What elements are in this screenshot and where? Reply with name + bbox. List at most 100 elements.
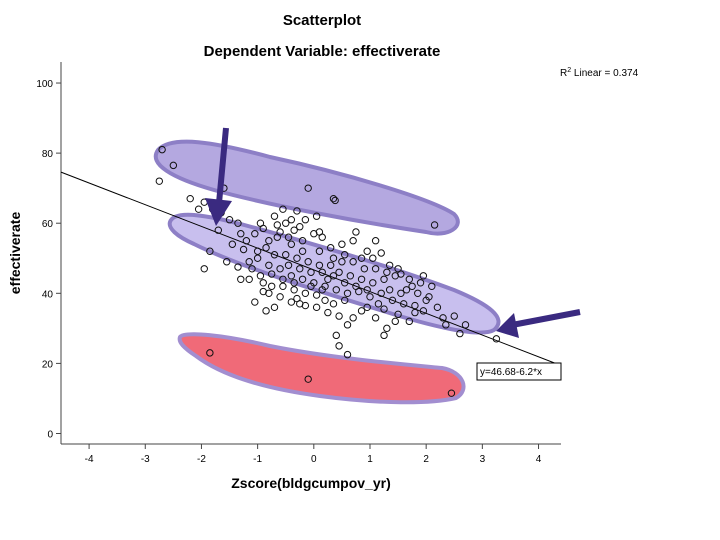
data-point (262, 307, 270, 315)
x-tick-label: -4 (85, 454, 94, 465)
x-axis-ticks: -4 -3 -2 -1 0 1 2 3 4 (85, 444, 542, 465)
data-point (301, 289, 310, 298)
data-point (296, 223, 304, 231)
data-point (416, 279, 425, 287)
data-point (425, 293, 433, 301)
annotation-highlights (153, 139, 501, 405)
x-tick-label: 3 (480, 454, 486, 465)
data-point (270, 212, 279, 220)
data-point (380, 275, 388, 283)
data-point (492, 335, 501, 343)
highlight-upper-cluster (153, 139, 460, 236)
data-point (273, 221, 281, 229)
data-point (402, 286, 411, 294)
x-tick-label: 1 (367, 454, 373, 465)
data-point (442, 321, 450, 329)
data-point (237, 230, 245, 238)
data-point (200, 265, 208, 273)
data-point (284, 261, 293, 269)
data-point (326, 244, 335, 252)
data-point (357, 254, 366, 262)
data-point (419, 307, 428, 315)
data-point (318, 286, 326, 294)
fit-equation: y=46.68-6.2*x (480, 367, 542, 378)
data-point (304, 184, 312, 192)
data-point (234, 219, 242, 227)
data-point (259, 287, 267, 296)
data-point (223, 258, 231, 266)
data-point (169, 161, 178, 170)
data-point (352, 282, 360, 290)
data-point (399, 300, 408, 308)
data-point (284, 233, 293, 241)
data-point (279, 282, 287, 290)
data-point (234, 263, 242, 271)
arrow-1-shaft (216, 127, 229, 204)
data-point (414, 289, 422, 298)
data-point (315, 247, 324, 255)
arrow-2-head (496, 313, 519, 338)
data-point (357, 307, 366, 315)
data-point (329, 272, 338, 280)
x-tick-label: -2 (197, 454, 206, 465)
data-point (301, 216, 310, 224)
data-point (298, 247, 307, 255)
x-tick-label: -3 (141, 454, 150, 465)
data-point (331, 196, 339, 205)
data-point (270, 303, 279, 312)
data-point (259, 279, 267, 287)
data-point (341, 279, 349, 287)
data-point (343, 321, 352, 329)
data-point (405, 317, 414, 326)
data-point (360, 265, 369, 273)
data-point (245, 275, 253, 283)
data-point (408, 282, 416, 290)
data-point (369, 279, 377, 287)
data-point (461, 321, 470, 329)
data-point (214, 226, 223, 234)
data-point (158, 145, 166, 154)
data-point (312, 212, 321, 220)
data-point (276, 293, 284, 301)
data-point (307, 282, 315, 290)
data-point (239, 245, 248, 254)
data-point (287, 216, 296, 224)
y-tick-label: 100 (36, 79, 53, 90)
data-point (194, 205, 203, 213)
x-axis-label: Zscore(bldgcumpov_yr) (231, 475, 390, 491)
data-point (245, 258, 253, 266)
data-point (341, 296, 349, 305)
data-point (237, 275, 245, 283)
data-point (346, 272, 355, 280)
data-point (290, 226, 298, 234)
data-point (253, 254, 262, 262)
data-point (270, 251, 279, 259)
data-point (397, 270, 405, 278)
data-point (298, 237, 307, 245)
r-squared-label: R2 Linear = 0.374 (560, 67, 639, 79)
data-point (411, 308, 419, 317)
data-point (312, 291, 321, 299)
data-point (352, 228, 360, 236)
data-point (321, 296, 329, 305)
data-point (371, 314, 380, 322)
x-tick-label: -1 (253, 454, 262, 465)
data-point (251, 230, 259, 238)
data-point (304, 375, 312, 383)
data-point (282, 219, 290, 227)
data-point (335, 268, 343, 276)
equation-box (476, 362, 562, 381)
data-point (332, 286, 340, 294)
data-point (332, 331, 340, 340)
data-point (293, 254, 301, 262)
data-point (329, 254, 338, 262)
data-point (371, 265, 380, 273)
x-tick-label: 0 (311, 454, 317, 465)
data-point (253, 247, 262, 255)
data-point (349, 258, 357, 266)
data-point (388, 296, 397, 305)
data-point (206, 349, 214, 357)
data-point (296, 265, 304, 273)
data-point (186, 194, 194, 203)
